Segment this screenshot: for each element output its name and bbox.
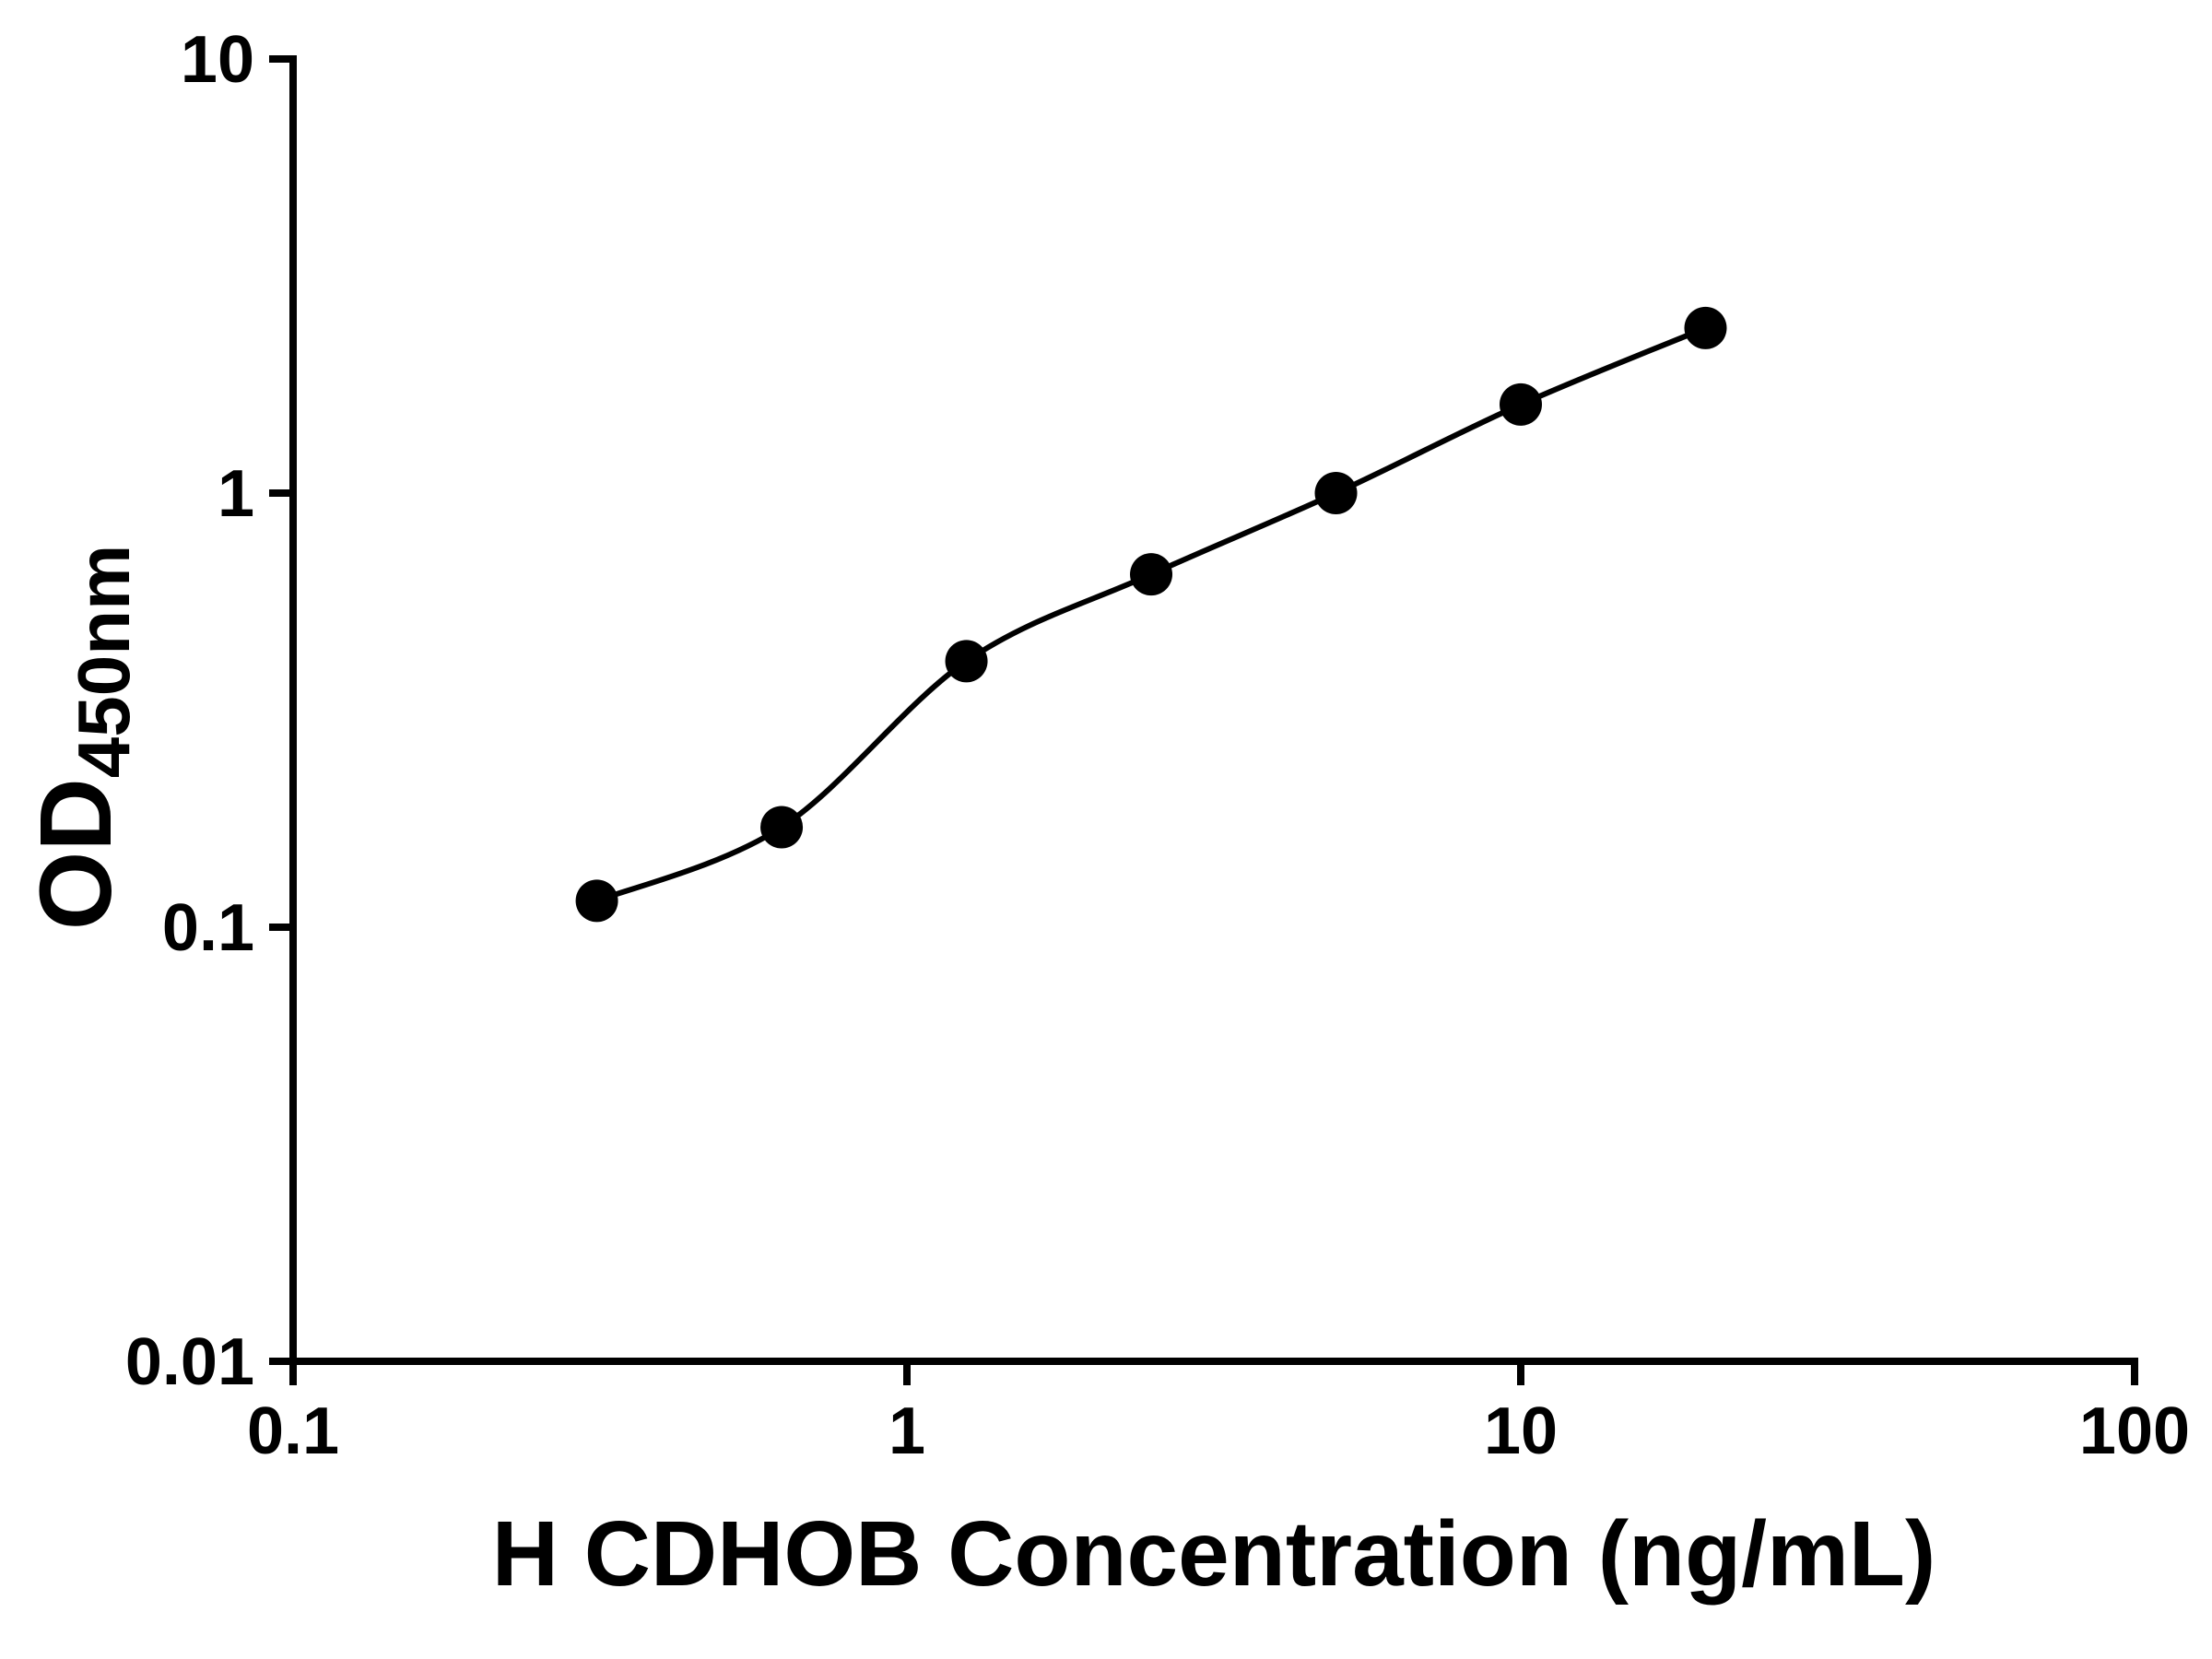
axis-spines (289, 55, 2138, 1365)
x-tick-label: 100 (2079, 1394, 2190, 1468)
x-tick-label: 1 (888, 1394, 925, 1468)
data-point (1130, 553, 1173, 596)
data-point (945, 640, 988, 683)
y-tick-label: 10 (181, 23, 254, 97)
y-axis-title-subscript: 450nm (63, 545, 145, 778)
y-tick-label: 0.01 (125, 1325, 254, 1399)
data-point (760, 806, 804, 849)
data-point (1314, 472, 1358, 514)
y-axis-title-main: OD (19, 778, 133, 930)
x-tick-label: 0.1 (247, 1394, 339, 1468)
data-layer (575, 306, 1727, 923)
y-tick-label: 0.1 (162, 891, 254, 965)
x-tick-label: 10 (1484, 1394, 1558, 1468)
data-point (1684, 306, 1727, 349)
x-axis-title: H CDHOB Concentration (ng/mL) (492, 1502, 1936, 1606)
y-axis-title: OD450nm (19, 545, 145, 930)
y-tick-label: 1 (218, 457, 254, 531)
data-point (1500, 382, 1542, 426)
data-point (575, 879, 618, 923)
